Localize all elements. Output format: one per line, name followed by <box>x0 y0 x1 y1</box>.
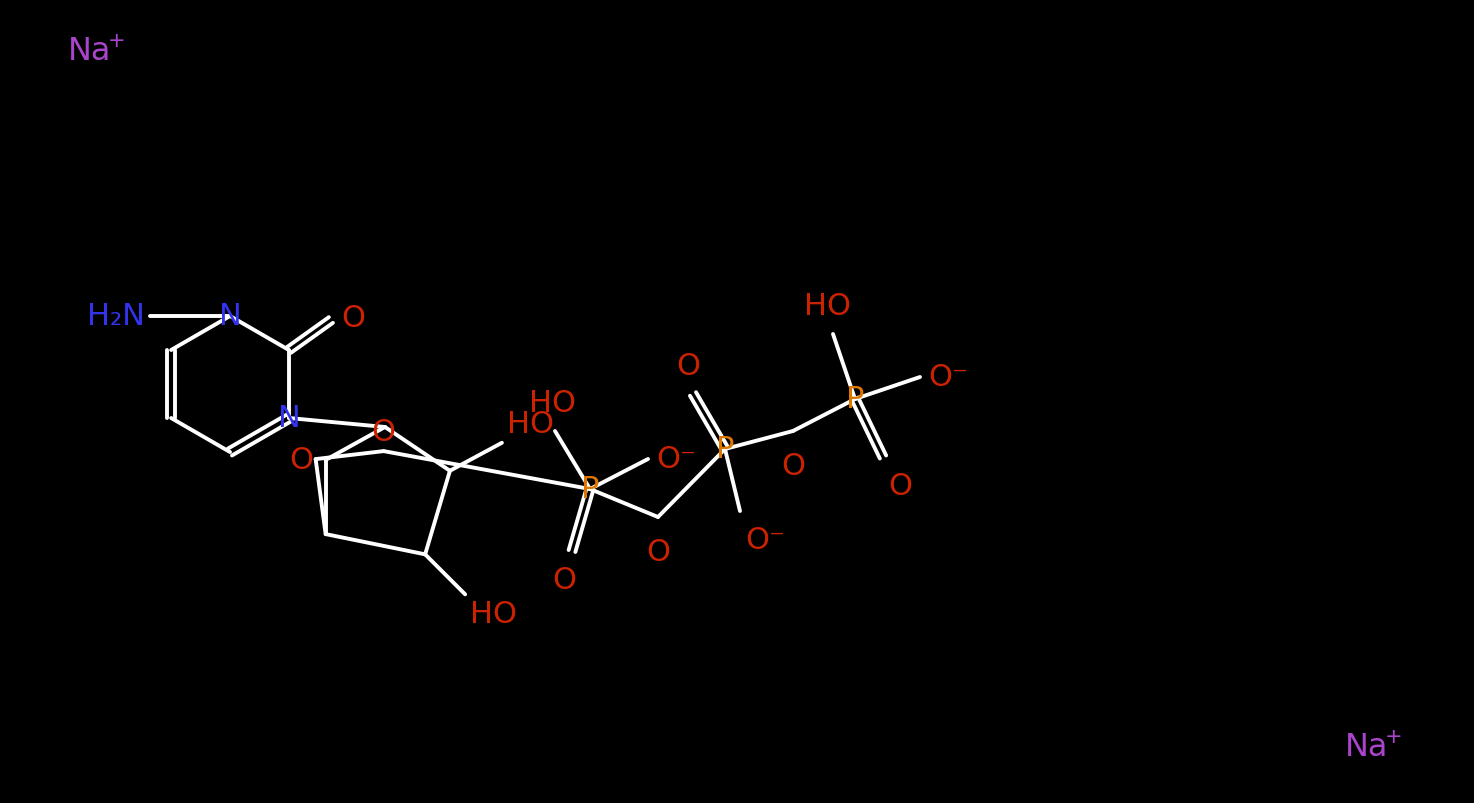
Text: N: N <box>277 404 301 433</box>
Text: O: O <box>371 417 395 446</box>
Text: O: O <box>887 471 912 500</box>
Text: +: + <box>108 31 125 51</box>
Text: P: P <box>716 435 734 464</box>
Text: O: O <box>340 304 366 333</box>
Text: P: P <box>581 475 600 503</box>
Text: O⁻: O⁻ <box>929 363 968 392</box>
Text: HO: HO <box>507 410 554 438</box>
Text: O⁻: O⁻ <box>744 525 786 554</box>
Text: Na: Na <box>68 36 112 67</box>
Text: H₂N: H₂N <box>87 302 144 331</box>
Text: Na: Na <box>1344 732 1389 763</box>
Text: HO: HO <box>529 389 576 418</box>
Text: O: O <box>677 352 700 381</box>
Text: O: O <box>646 537 671 566</box>
Text: P: P <box>846 385 864 414</box>
Text: O: O <box>551 565 576 594</box>
Text: O: O <box>781 451 805 480</box>
Text: HO: HO <box>805 291 852 320</box>
Text: N: N <box>218 302 242 331</box>
Text: HO: HO <box>470 600 517 629</box>
Text: +: + <box>1386 726 1403 746</box>
Text: O: O <box>289 446 314 475</box>
Text: O⁻: O⁻ <box>656 445 696 474</box>
